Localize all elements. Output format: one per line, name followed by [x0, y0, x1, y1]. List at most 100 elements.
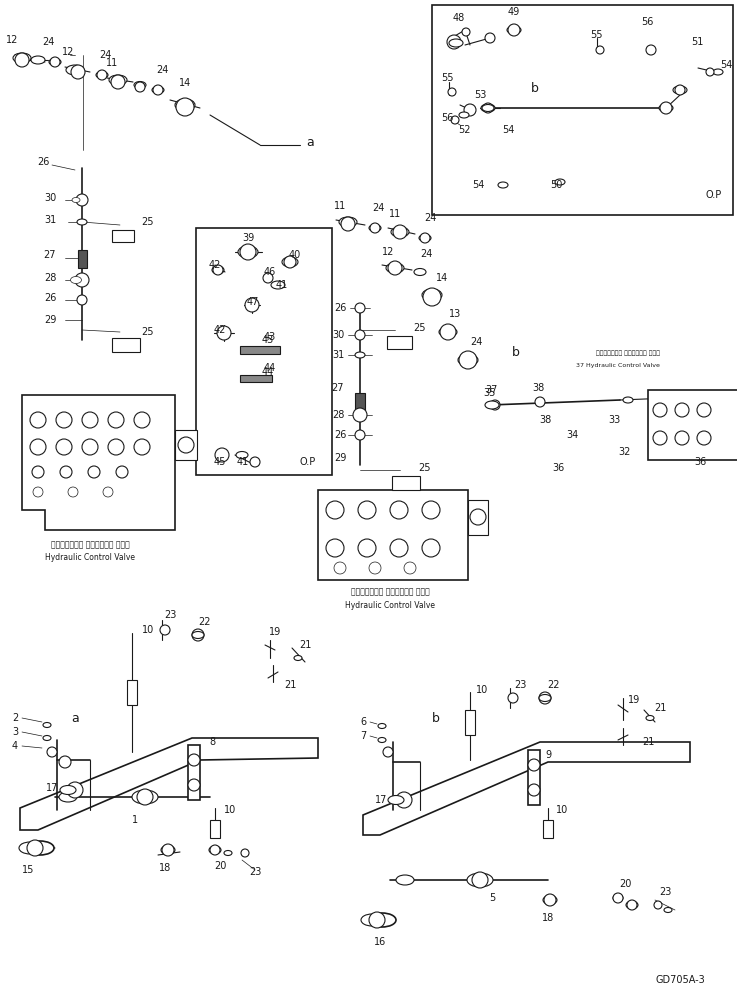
- Circle shape: [459, 351, 477, 369]
- Ellipse shape: [498, 182, 508, 188]
- Ellipse shape: [378, 724, 386, 729]
- Text: 3: 3: [12, 727, 18, 737]
- Ellipse shape: [713, 69, 723, 75]
- Text: 38: 38: [539, 415, 551, 425]
- Ellipse shape: [613, 895, 623, 902]
- Circle shape: [358, 501, 376, 519]
- Text: 23: 23: [164, 610, 176, 620]
- Ellipse shape: [271, 281, 285, 289]
- Text: 30: 30: [332, 330, 344, 340]
- Ellipse shape: [659, 104, 673, 112]
- Circle shape: [135, 82, 145, 92]
- Text: 21: 21: [298, 640, 311, 650]
- Text: 29: 29: [43, 315, 56, 325]
- Ellipse shape: [26, 841, 54, 855]
- Text: O.P: O.P: [300, 457, 316, 467]
- Text: 45: 45: [214, 457, 226, 467]
- Circle shape: [263, 273, 273, 283]
- Text: 24: 24: [424, 213, 436, 223]
- Text: 25: 25: [419, 463, 431, 473]
- Text: 32: 32: [619, 447, 631, 457]
- Polygon shape: [22, 395, 175, 530]
- Bar: [528, 750, 540, 805]
- Circle shape: [178, 437, 194, 453]
- Ellipse shape: [623, 397, 633, 403]
- Ellipse shape: [458, 354, 478, 366]
- Circle shape: [76, 194, 88, 206]
- Circle shape: [627, 900, 637, 910]
- Text: 25: 25: [413, 323, 426, 333]
- Circle shape: [388, 261, 402, 275]
- Text: 29: 29: [334, 453, 346, 463]
- Text: 41: 41: [237, 457, 249, 467]
- Text: 10: 10: [142, 625, 154, 635]
- Text: 55: 55: [590, 30, 602, 40]
- Ellipse shape: [236, 451, 248, 458]
- Circle shape: [33, 487, 43, 497]
- Circle shape: [358, 539, 376, 557]
- Circle shape: [485, 33, 495, 43]
- Circle shape: [241, 849, 249, 857]
- Circle shape: [116, 466, 128, 478]
- Circle shape: [462, 28, 470, 36]
- Ellipse shape: [71, 276, 82, 283]
- Text: 19: 19: [628, 695, 640, 705]
- Circle shape: [613, 893, 623, 903]
- Text: 34: 34: [566, 430, 578, 440]
- Circle shape: [334, 562, 346, 574]
- Ellipse shape: [386, 263, 404, 273]
- Circle shape: [60, 466, 72, 478]
- Text: 22: 22: [548, 680, 560, 690]
- Circle shape: [245, 298, 259, 312]
- Circle shape: [326, 539, 344, 557]
- Circle shape: [508, 24, 520, 36]
- Ellipse shape: [485, 401, 499, 409]
- Text: 51: 51: [691, 37, 703, 47]
- Text: 25: 25: [142, 217, 154, 227]
- Circle shape: [448, 88, 456, 96]
- Ellipse shape: [43, 723, 51, 728]
- Ellipse shape: [59, 792, 77, 802]
- Text: 17: 17: [46, 783, 58, 793]
- Bar: [188, 745, 200, 800]
- Circle shape: [56, 439, 72, 455]
- Text: 55: 55: [441, 73, 453, 83]
- Text: 28: 28: [332, 410, 344, 420]
- Circle shape: [675, 431, 689, 445]
- Ellipse shape: [388, 796, 404, 805]
- Text: 7: 7: [360, 731, 366, 741]
- Text: ハイドロリック コントロール バルブ: ハイドロリック コントロール バルブ: [596, 350, 660, 355]
- Circle shape: [660, 102, 672, 114]
- Text: 25: 25: [142, 327, 154, 337]
- Circle shape: [82, 412, 98, 428]
- Text: 41: 41: [276, 280, 288, 290]
- Circle shape: [451, 116, 459, 124]
- Circle shape: [160, 625, 170, 635]
- Circle shape: [369, 912, 385, 928]
- Text: 36: 36: [552, 463, 564, 473]
- Text: 26: 26: [334, 430, 346, 440]
- Text: 44: 44: [262, 367, 274, 377]
- Ellipse shape: [161, 845, 175, 854]
- Text: 47: 47: [247, 297, 259, 307]
- Circle shape: [383, 747, 393, 757]
- Circle shape: [27, 840, 43, 856]
- Text: 48: 48: [453, 13, 465, 23]
- Text: 54: 54: [502, 125, 514, 135]
- Circle shape: [423, 288, 441, 306]
- Ellipse shape: [664, 908, 672, 913]
- Circle shape: [539, 692, 551, 704]
- Circle shape: [490, 400, 500, 410]
- Ellipse shape: [449, 39, 463, 47]
- Polygon shape: [648, 390, 737, 460]
- Bar: [112, 230, 134, 242]
- Text: 23: 23: [249, 867, 261, 877]
- Text: 43: 43: [262, 335, 274, 345]
- Text: 24: 24: [99, 50, 111, 60]
- Ellipse shape: [543, 896, 557, 905]
- Ellipse shape: [467, 873, 493, 887]
- Bar: [355, 393, 365, 411]
- Text: 24: 24: [156, 65, 168, 75]
- Circle shape: [111, 75, 125, 89]
- Ellipse shape: [134, 81, 146, 88]
